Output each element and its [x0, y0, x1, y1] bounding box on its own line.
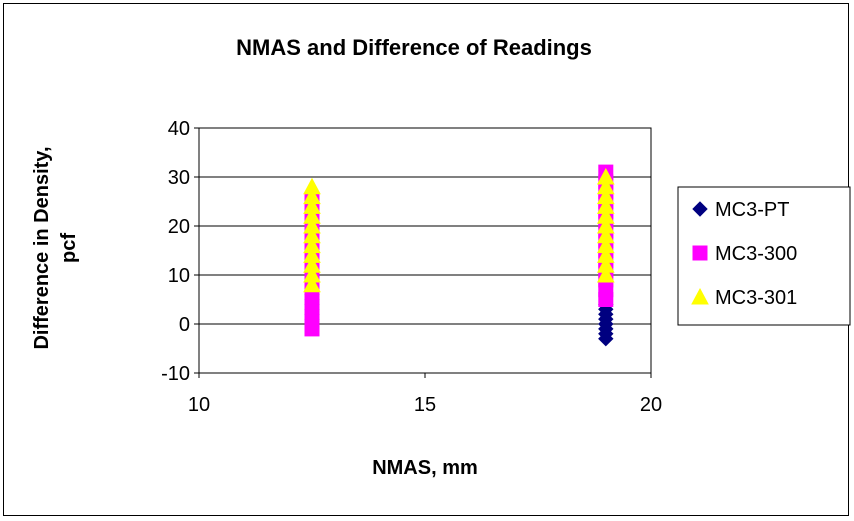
legend-label: MC3-PT [715, 199, 789, 221]
marker-mc3-301 [596, 256, 615, 273]
marker-mc3-301 [596, 246, 615, 263]
marker-mc3-301 [303, 207, 321, 224]
y-axis-title-line1: Difference in Density, [31, 146, 53, 349]
y-tick-label: 20 [168, 216, 190, 238]
plot-area [198, 127, 652, 374]
legend-label: MC3-301 [715, 287, 797, 309]
marker-mc3-301 [596, 167, 615, 185]
x-tick-label: 10 [188, 394, 210, 416]
marker-mc3-301 [303, 236, 321, 254]
marker-mc3-301 [596, 207, 615, 224]
marker-mc3-301 [596, 187, 615, 205]
x-tick-label: 20 [640, 394, 662, 416]
x-axis-title: NMAS, mm [372, 457, 478, 479]
legend-marker-mc3-pt [692, 201, 708, 217]
marker-mc3-301 [303, 216, 321, 234]
y-axis-title-line2: pcf [58, 233, 80, 263]
y-tick-label: 30 [168, 167, 190, 189]
marker-mc3-301 [303, 256, 321, 273]
marker-mc3-301 [303, 226, 321, 244]
marker-mc3-301 [596, 236, 615, 254]
y-tick-label: 10 [168, 265, 190, 287]
chart-title: NMAS and Difference of Readings [236, 35, 592, 60]
marker-mc3-301 [303, 177, 321, 195]
legend-label: MC3-300 [715, 243, 797, 265]
y-tick-label: 0 [179, 314, 190, 336]
legend-marker-mc3-301 [691, 287, 709, 305]
marker-mc3-301 [303, 275, 321, 293]
marker-mc3-301 [596, 265, 615, 283]
marker-mc3-301 [596, 216, 615, 234]
legend-marker-mc3-300 [692, 245, 708, 261]
x-tick-label: 15 [414, 394, 436, 416]
marker-mc3-301 [303, 246, 321, 263]
marker-mc3-301 [596, 177, 615, 195]
marker-mc3-301 [596, 226, 615, 244]
y-tick-label: 40 [168, 118, 190, 140]
marker-mc3-301 [303, 265, 321, 283]
marker-mc3-301 [303, 197, 321, 214]
y-tick-label: -10 [161, 363, 190, 385]
marker-mc3-301 [596, 197, 615, 214]
marker-mc3-301 [303, 187, 321, 205]
